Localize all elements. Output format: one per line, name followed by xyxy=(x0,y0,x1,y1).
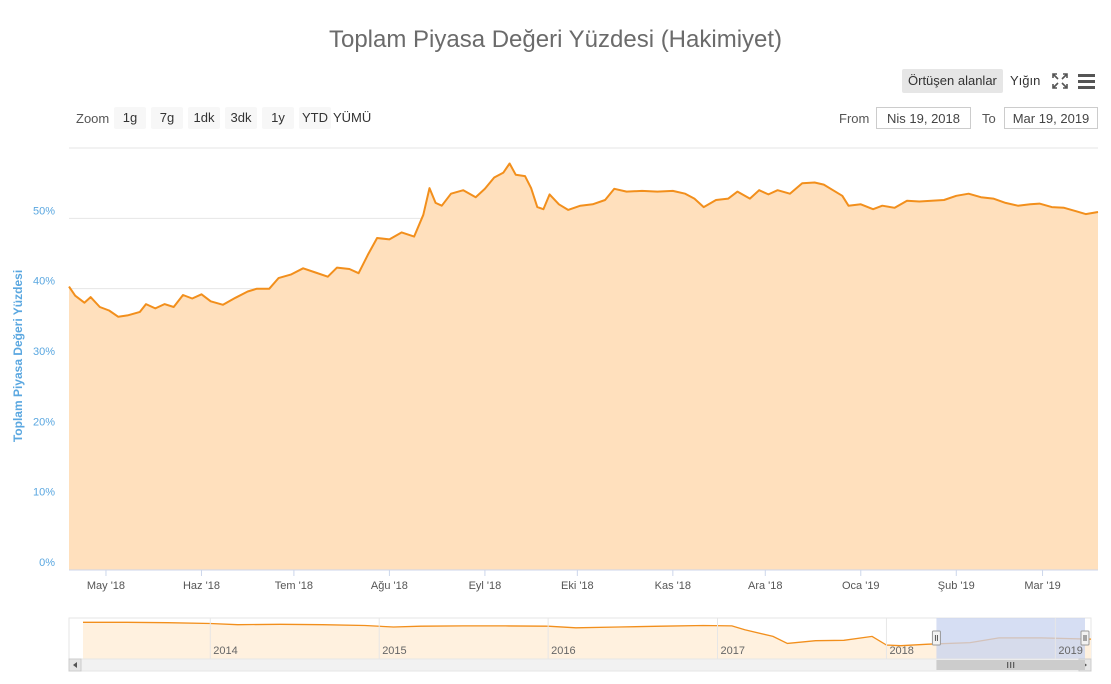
zoom-button-ytd[interactable]: YTD xyxy=(299,107,331,129)
zoom-button-1y[interactable]: 1y xyxy=(262,107,294,129)
navigator-right-handle[interactable] xyxy=(1080,630,1090,646)
arrow-left-icon xyxy=(73,662,77,668)
series-area-fill xyxy=(69,163,1098,570)
navigator-selection[interactable] xyxy=(936,618,1085,659)
x-tick-label: Kas '18 xyxy=(655,580,691,592)
navigator-year-label: 2018 xyxy=(889,645,913,657)
y-tick-label: 20% xyxy=(33,416,55,428)
zoom-button-1g[interactable]: 1g xyxy=(114,107,146,129)
x-tick-label: Mar '19 xyxy=(1024,580,1060,592)
zoom-button-3dk[interactable]: 3dk xyxy=(225,107,257,129)
y-axis-title: Toplam Piyasa Değeri Yüzdesi xyxy=(11,270,25,442)
navigator-left-handle[interactable] xyxy=(931,630,941,646)
y-tick-label: 40% xyxy=(33,276,55,288)
navigator-area xyxy=(83,622,1091,659)
x-tick-label: Oca '19 xyxy=(842,580,880,592)
navigator-year-label: 2016 xyxy=(551,645,575,657)
x-tick-label: Eki '18 xyxy=(561,580,594,592)
zoom-button-1dk[interactable]: 1dk xyxy=(188,107,220,129)
navigator-year-label: 2015 xyxy=(382,645,406,657)
x-tick-label: Eyl '18 xyxy=(469,580,502,592)
navigator-line xyxy=(83,621,1092,647)
y-tick-label: 50% xyxy=(33,205,55,217)
navigator-year-label: 2017 xyxy=(721,645,745,657)
to-date-input[interactable]: Mar 19, 2019 xyxy=(1004,107,1098,129)
overlap-areas-button[interactable]: Örtüşen alanlar xyxy=(902,69,1003,93)
chart-title: Toplam Piyasa Değeri Yüzdesi (Hakimiyet) xyxy=(328,26,783,53)
zoom-button-7g[interactable]: 7g xyxy=(151,107,183,129)
zoom-label: Zoom xyxy=(76,111,110,126)
y-tick-label: 10% xyxy=(33,487,55,499)
zoom-button-all[interactable]: YÜMÜ xyxy=(333,110,372,125)
series-line xyxy=(68,162,1099,318)
x-tick-label: May '18 xyxy=(87,580,125,592)
y-tick-label: 0% xyxy=(39,557,55,569)
from-label: From xyxy=(839,111,870,126)
x-tick-label: Şub '19 xyxy=(938,580,975,592)
navigator-year-label: 2019 xyxy=(1058,645,1082,657)
navigator-year-label: 2014 xyxy=(213,645,237,657)
x-tick-label: Tem '18 xyxy=(275,580,313,592)
x-tick-label: Ağu '18 xyxy=(371,580,408,592)
fullscreen-icon[interactable] xyxy=(1052,73,1068,89)
to-label: To xyxy=(982,111,996,126)
x-tick-label: Ara '18 xyxy=(748,580,783,592)
x-tick-label: Haz '18 xyxy=(183,580,220,592)
y-tick-label: 30% xyxy=(33,346,55,358)
from-date-input[interactable]: Nis 19, 2018 xyxy=(876,107,971,129)
stack-button[interactable]: Yığın xyxy=(1010,73,1041,88)
hamburger-menu-icon[interactable] xyxy=(1076,72,1098,90)
